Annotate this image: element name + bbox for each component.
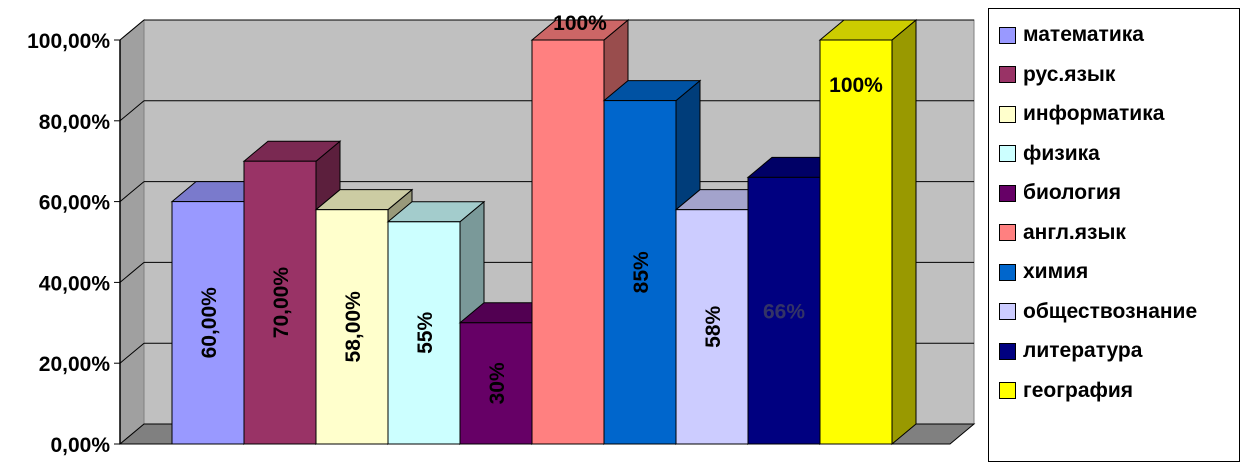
legend-item: география: [999, 377, 1133, 405]
legend-label: литература: [1023, 339, 1143, 362]
y-axis: 0,00% 20,00% 40,00% 60,00% 80,00% 100,00%: [27, 30, 950, 457]
bar-front: [747, 176, 821, 445]
data-label: 100%: [829, 74, 883, 97]
bar-front: [531, 39, 605, 445]
legend-swatch: [999, 145, 1016, 162]
legend-swatch: [999, 303, 1016, 320]
legend-item: рус.язык: [999, 61, 1115, 89]
data-label: 55%: [414, 312, 437, 354]
legend-item: литература: [999, 337, 1142, 365]
gridline-side: [119, 100, 145, 122]
legend-swatch: [999, 263, 1016, 281]
legend-label: информатика: [1023, 102, 1165, 125]
data-label: 60,00%: [198, 287, 221, 359]
gridline-side: [119, 262, 145, 283]
gridline-side: [119, 19, 145, 41]
legend-item: информатика: [999, 100, 1164, 128]
legend-swatch: [999, 184, 1016, 202]
legend-label: обществознание: [1023, 299, 1198, 323]
legend-label: рус.язык: [1023, 62, 1116, 86]
y-tick-label: 0,00%: [50, 434, 110, 457]
y-tick-label: 60,00%: [39, 192, 111, 215]
bar-front: [819, 39, 893, 445]
legend-swatch: [999, 224, 1016, 241]
data-label: 58,00%: [342, 291, 365, 363]
legend-swatch: [999, 382, 1016, 399]
legend-label: англ.язык: [1023, 220, 1126, 244]
data-label: 66%: [763, 301, 805, 324]
legend-label: география: [1023, 378, 1134, 402]
legend-item: математика: [999, 21, 1144, 49]
bar-front: [603, 100, 677, 445]
bar-chart: 0,00% 20,00% 40,00% 60,00% 80,00% 100,00% 60,…: [27, 12, 976, 457]
legend-item: биология: [999, 179, 1121, 207]
legend-label: математика: [1023, 23, 1144, 46]
bar-front: [243, 160, 317, 445]
legend-swatch: [999, 105, 1016, 123]
data-label: 58%: [702, 305, 725, 347]
data-label: 70,00%: [270, 267, 293, 339]
bar-side: [891, 18, 917, 446]
bars: [170, 18, 918, 446]
legend-label: химия: [1023, 260, 1089, 283]
bar-front: [675, 209, 749, 445]
legend-swatch: [999, 26, 1016, 44]
y-tick-label: 80,00%: [39, 111, 111, 134]
bar-front: [315, 209, 389, 445]
legend-item: обществознание: [999, 298, 1197, 326]
gridline-side: [119, 342, 145, 364]
y-tick-label: 20,00%: [39, 353, 111, 376]
data-label: 100%: [553, 12, 607, 35]
data-label: 85%: [630, 251, 653, 293]
bar: [386, 200, 486, 446]
y-tick-label: 100,00%: [27, 30, 110, 53]
legend-label: физика: [1023, 141, 1100, 165]
gridline-side: [119, 181, 145, 202]
legend: математика рус.язык информатика физика биоло…: [988, 8, 1240, 462]
legend-item: англ.язык: [999, 219, 1126, 247]
legend-swatch: [999, 342, 1016, 360]
bar-front: [387, 221, 461, 445]
legend-label: биология: [1023, 181, 1121, 204]
bar: [818, 18, 918, 446]
side-wall: [119, 18, 145, 446]
legend-swatch: [999, 66, 1016, 83]
data-labels: 60,00% 70,00% 58,00% 55% 30% 100% 85% 58% 66% 100…: [198, 12, 883, 404]
data-label: 30%: [486, 362, 509, 404]
y-tick-label: 40,00%: [39, 272, 111, 295]
legend-item: физика: [999, 140, 1100, 168]
legend-item: химия: [999, 258, 1088, 286]
